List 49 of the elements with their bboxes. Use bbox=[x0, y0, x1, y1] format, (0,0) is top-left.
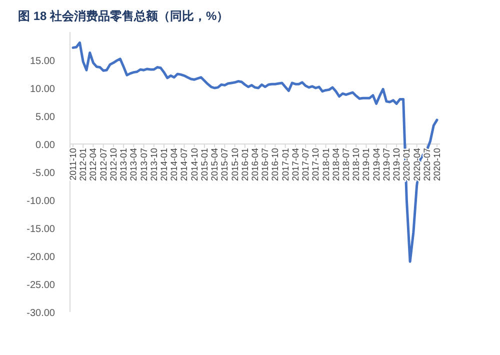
y-tick-label: -30.00 bbox=[26, 308, 56, 319]
x-tick-label: 2019-10 bbox=[392, 148, 402, 182]
y-tick-label: -15.00 bbox=[26, 224, 56, 235]
x-tick-label: 2013-04 bbox=[128, 148, 139, 182]
x-tick-label: 2020-01 bbox=[402, 148, 412, 182]
x-tick-label: 2012-10 bbox=[108, 148, 118, 182]
x-tick-label: 2019-04 bbox=[371, 148, 382, 182]
x-tick-label: 2020-10 bbox=[432, 148, 442, 182]
y-tick-label: 5.00 bbox=[36, 112, 56, 123]
x-tick-label: 2013-01 bbox=[118, 148, 129, 182]
y-tick-label: -10.00 bbox=[26, 196, 56, 207]
x-tick-label: 2017-10 bbox=[310, 148, 321, 182]
y-tick-label: 10.00 bbox=[30, 84, 56, 95]
y-tick-label: 15.00 bbox=[30, 56, 56, 67]
x-tick-label: 2016-04 bbox=[250, 148, 260, 182]
x-tick-label: 2017-04 bbox=[290, 148, 300, 182]
x-tick-label: 2013-07 bbox=[138, 148, 149, 182]
x-tick-label: 2019-07 bbox=[381, 148, 392, 182]
x-tick-label: 2017-01 bbox=[280, 148, 290, 182]
x-tick-label: 2013-10 bbox=[148, 148, 159, 182]
x-tick-label: 2015-10 bbox=[230, 148, 240, 182]
x-tick-label: 2011-10 bbox=[68, 148, 78, 180]
x-tick-label: 2014-01 bbox=[159, 148, 169, 182]
x-tick-label: 2018-04 bbox=[330, 148, 341, 182]
x-tick-label: 2018-01 bbox=[320, 148, 331, 182]
x-tick-label: 2012-04 bbox=[88, 148, 98, 182]
x-tick-label: 2018-10 bbox=[351, 148, 362, 182]
x-tick-label: 2019-01 bbox=[361, 148, 372, 182]
x-tick-label: 2016-10 bbox=[270, 148, 280, 182]
x-tick-label: 2014-04 bbox=[169, 148, 180, 182]
y-tick-label: -25.00 bbox=[26, 280, 56, 291]
line-series bbox=[72, 41, 438, 263]
x-tick-label: 2015-04 bbox=[210, 148, 220, 182]
x-tick-label: 2015-01 bbox=[199, 148, 210, 182]
x-tick-label: 2012-01 bbox=[78, 148, 88, 182]
x-tick-label: 2016-07 bbox=[260, 148, 270, 182]
x-tick-label: 2015-07 bbox=[220, 148, 230, 182]
x-tick-label: 2012-07 bbox=[98, 148, 108, 182]
y-tick-label: -5.00 bbox=[32, 168, 56, 179]
x-tick-label: 2014-10 bbox=[189, 148, 200, 182]
y-tick-label: 0.00 bbox=[36, 140, 56, 151]
x-tick-label: 2020-04 bbox=[412, 148, 422, 182]
x-tick-label: 2016-01 bbox=[240, 148, 250, 182]
chart-title: 图 18 社会消费品零售总额（同比，%） bbox=[18, 9, 229, 23]
x-tick-label: 2020-07 bbox=[422, 148, 432, 182]
x-tick-label: 2014-07 bbox=[179, 148, 190, 182]
x-tick-label: 2017-07 bbox=[300, 148, 311, 182]
x-tick-label: 2018-07 bbox=[341, 148, 351, 182]
y-tick-label: -20.00 bbox=[26, 252, 56, 263]
